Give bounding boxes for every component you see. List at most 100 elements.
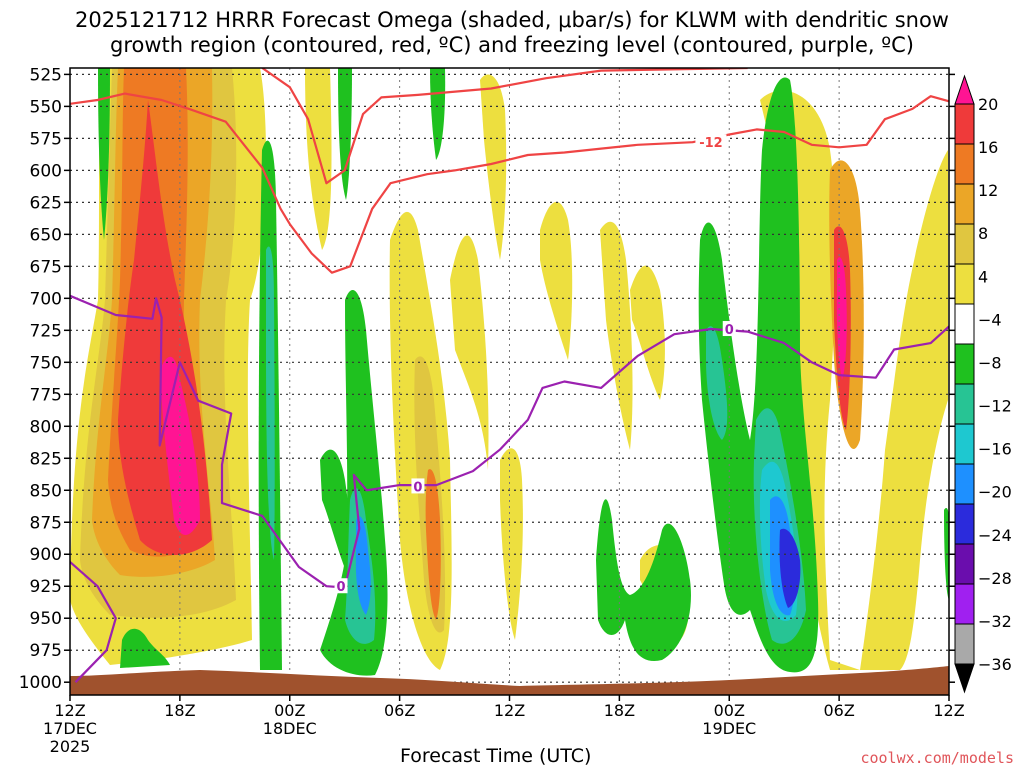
x-axis-label: Forecast Time (UTC) xyxy=(400,745,592,767)
colorbar-bin xyxy=(954,623,975,665)
x-tick-year: 2025 xyxy=(50,737,91,756)
colorbar-label: −32 xyxy=(978,612,1012,631)
contour-label: 0 xyxy=(725,323,734,338)
contour-label-bg xyxy=(411,478,425,494)
omega-negative-region xyxy=(98,68,110,240)
y-tick-label: 750 xyxy=(30,353,62,373)
colorbar-bin xyxy=(954,303,975,345)
y-tick-label: 825 xyxy=(30,449,62,469)
omega-positive-region xyxy=(425,469,441,620)
x-tick-label: 00Z xyxy=(274,701,305,720)
y-tick-label: 925 xyxy=(30,577,62,597)
colorbar-top-arrow xyxy=(954,74,975,105)
colorbar-label: −24 xyxy=(978,526,1012,545)
y-tick-label: 975 xyxy=(30,641,62,661)
credit-link[interactable]: coolwx.com/models xyxy=(860,749,1014,767)
omega-positive-region xyxy=(540,201,573,360)
colorbar-bin xyxy=(954,103,975,145)
x-tick-label: 18Z xyxy=(604,701,635,720)
x-tick-label: 06Z xyxy=(823,701,854,720)
colorbar-label: 8 xyxy=(978,224,988,243)
colorbar-label: −28 xyxy=(978,569,1012,588)
grid xyxy=(70,68,949,695)
colorbar-label: 12 xyxy=(978,181,998,200)
colorbar-bin xyxy=(954,543,975,585)
colorbar-label: −8 xyxy=(978,353,1002,372)
colorbar-bin xyxy=(954,583,975,625)
omega-negative-region xyxy=(266,246,275,560)
y-tick-label: 675 xyxy=(30,257,62,277)
contour-label: 0 xyxy=(413,480,422,495)
dgz-contour-minus12 xyxy=(70,92,949,274)
contour-label-bg xyxy=(722,321,736,337)
colorbar-bin xyxy=(954,143,975,185)
colorbar-label: −12 xyxy=(978,397,1012,416)
x-tick-date: 18DEC xyxy=(263,719,317,738)
omega-shading xyxy=(70,68,949,676)
colorbar-bin xyxy=(954,343,975,385)
y-tick-label: 600 xyxy=(30,161,62,181)
y-tick-label: 800 xyxy=(30,417,62,437)
colorbar-label: −16 xyxy=(978,440,1012,459)
y-tick-label: 725 xyxy=(30,321,62,341)
omega-positive-region xyxy=(600,221,633,450)
dgz-contour-upper xyxy=(261,68,748,185)
chart-title-line-1: 2025121712 HRRR Forecast Omega (shaded, … xyxy=(75,8,949,32)
omega-negative-region xyxy=(338,68,352,200)
omega-negative-region xyxy=(779,528,801,608)
contour-labels: -12 0 0 0 xyxy=(334,134,736,595)
y-tick-label: 650 xyxy=(30,225,62,245)
colorbar-bin xyxy=(954,263,975,305)
terrain xyxy=(70,666,949,695)
colorbar-label: −20 xyxy=(978,483,1012,502)
omega-negative-region xyxy=(430,68,446,160)
y-tick-label: 700 xyxy=(30,289,62,309)
omega-negative-region xyxy=(120,628,170,668)
contour-label: 0 xyxy=(337,580,346,595)
colorbar-bottom-arrow xyxy=(954,663,975,694)
colorbar-label: −36 xyxy=(978,655,1012,674)
x-tick-label: 06Z xyxy=(384,701,415,720)
y-tick-label: 775 xyxy=(30,385,62,405)
x-tick-label: 00Z xyxy=(714,701,745,720)
x-tick-date: 19DEC xyxy=(702,719,756,738)
colorbar-label: 16 xyxy=(978,138,998,157)
omega-positive-region xyxy=(500,448,523,640)
colorbar-bin xyxy=(954,383,975,425)
y-tick-label: 525 xyxy=(30,65,62,85)
y-tick-label: 900 xyxy=(30,545,62,565)
y-tick-label: 1000 xyxy=(19,673,62,693)
colorbar-bin xyxy=(954,503,975,545)
x-tick-label: 12Z xyxy=(494,701,525,720)
y-axis: 525 550 575 600 625 650 675 700 725 750 775 800 825 8… xyxy=(19,65,955,693)
omega-positive-region xyxy=(480,74,507,260)
colorbar-bin xyxy=(954,183,975,225)
contour-label: -12 xyxy=(699,136,723,151)
colorbar: 20 16 12 8 4 −4 −8 −12 −16 −20 −24 −28 −32 −36 xyxy=(954,74,1012,694)
y-tick-label: 875 xyxy=(30,513,62,533)
colorbar-bin xyxy=(954,423,975,465)
y-tick-label: 625 xyxy=(30,193,62,213)
omega-positive-region xyxy=(630,265,665,400)
freezing-level-contour-low xyxy=(70,561,117,683)
colorbar-bin xyxy=(954,223,975,265)
omega-negative-region xyxy=(320,449,353,580)
colorbar-bin xyxy=(954,463,975,505)
omega-negative-region xyxy=(706,326,728,440)
chart-title-line-2: growth region (contoured, red, ºC) and f… xyxy=(110,33,914,57)
contour-label-bg xyxy=(695,134,727,150)
colorbar-label: −4 xyxy=(978,310,1002,329)
omega-negative-region xyxy=(355,516,371,615)
x-tick-label: 12Z xyxy=(933,701,964,720)
omega-positive-region xyxy=(305,68,332,250)
y-tick-label: 575 xyxy=(30,129,62,149)
y-tick-label: 850 xyxy=(30,481,62,501)
x-tick-label: 18Z xyxy=(164,701,195,720)
colorbar-label: 20 xyxy=(978,95,998,114)
omega-positive-region xyxy=(836,257,847,380)
contours xyxy=(70,68,949,683)
freezing-level-contour xyxy=(70,294,949,589)
y-tick-label: 950 xyxy=(30,609,62,629)
